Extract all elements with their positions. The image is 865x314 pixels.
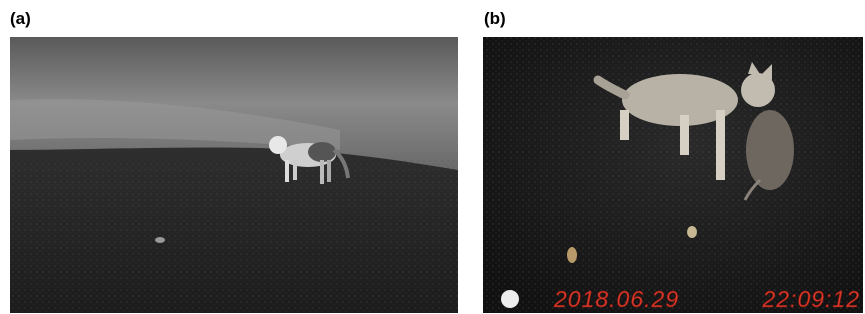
panel-label: (b) [484,9,506,28]
texture [10,160,458,313]
figure: (a) (b) [0,0,865,314]
timestamp-date: 2018.06.29 [553,286,679,312]
photo-b: 2018.06.29 22:09:12 [483,37,863,313]
leaf [567,247,577,263]
leaf [687,226,697,238]
photo-a [10,37,458,313]
indicator-dot [501,290,519,308]
page: (a) (b) [0,0,865,314]
timestamp-time: 22:09:12 [761,286,860,312]
debris [155,237,165,243]
panel-label: (a) [10,9,31,28]
